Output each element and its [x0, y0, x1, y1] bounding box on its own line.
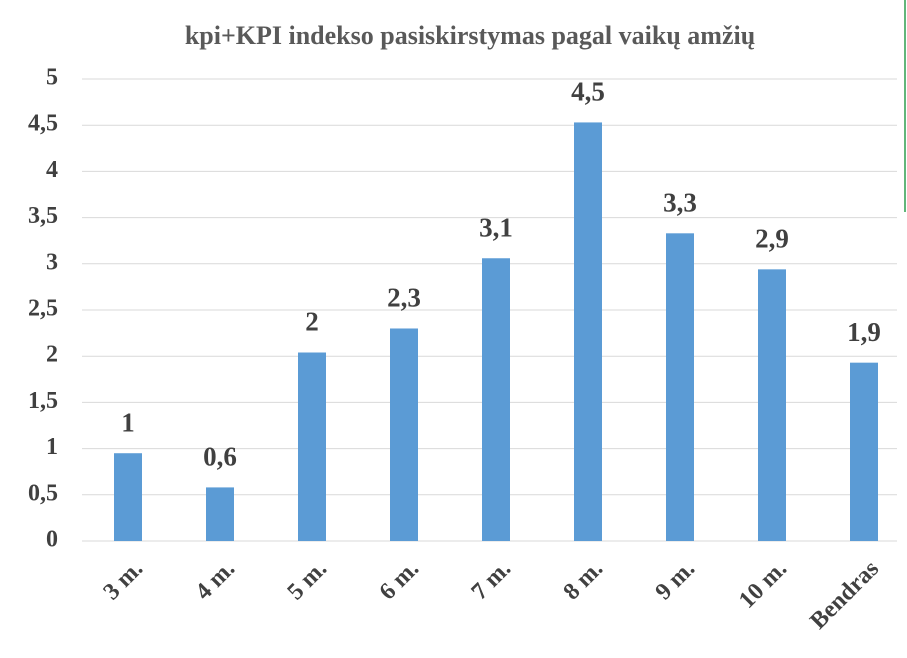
y-tick-label: 1	[46, 434, 58, 460]
x-tick-label: 3 m.	[99, 556, 149, 606]
bar	[482, 258, 510, 541]
value-label: 3,1	[479, 212, 513, 242]
y-tick-label: 4,5	[28, 111, 58, 137]
bar	[114, 453, 142, 541]
x-tick-label: 8 m.	[559, 556, 609, 606]
x-tick-label: 5 m.	[283, 556, 333, 606]
x-tick-label: 9 m.	[651, 556, 701, 606]
x-tick-label: 7 m.	[467, 556, 517, 606]
x-tick-label: 10 m.	[734, 556, 792, 614]
y-tick-label: 1,5	[28, 388, 58, 414]
bar	[206, 487, 234, 541]
value-label: 0,6	[203, 442, 237, 472]
chart-title: kpi+KPI indekso pasiskirstymas pagal vai…	[185, 21, 755, 50]
y-tick-label: 0	[46, 527, 58, 553]
y-tick-label: 3	[46, 249, 58, 275]
bar	[666, 233, 694, 542]
value-label: 1,9	[847, 317, 881, 347]
y-tick-label: 0,5	[28, 480, 58, 506]
y-tick-label: 2	[46, 342, 58, 368]
x-tick-label: Bendras	[805, 556, 884, 635]
value-label: 2	[305, 307, 319, 337]
value-label: 1	[121, 407, 135, 437]
y-tick-label: 3,5	[28, 203, 58, 229]
bar	[850, 362, 878, 541]
bar	[390, 328, 418, 541]
y-tick-label: 4	[46, 157, 58, 183]
value-label: 2,9	[755, 224, 789, 254]
x-tick-label: 4 m.	[191, 556, 241, 606]
value-label: 4,5	[571, 77, 605, 107]
bar	[298, 352, 326, 541]
y-tick-label: 2,5	[28, 296, 58, 322]
y-tick-label: 5	[46, 65, 58, 91]
value-label: 3,3	[663, 188, 697, 218]
value-label: 2,3	[387, 283, 421, 313]
x-tick-label: 6 m.	[375, 556, 425, 606]
bar	[758, 269, 786, 541]
bar	[574, 122, 602, 541]
